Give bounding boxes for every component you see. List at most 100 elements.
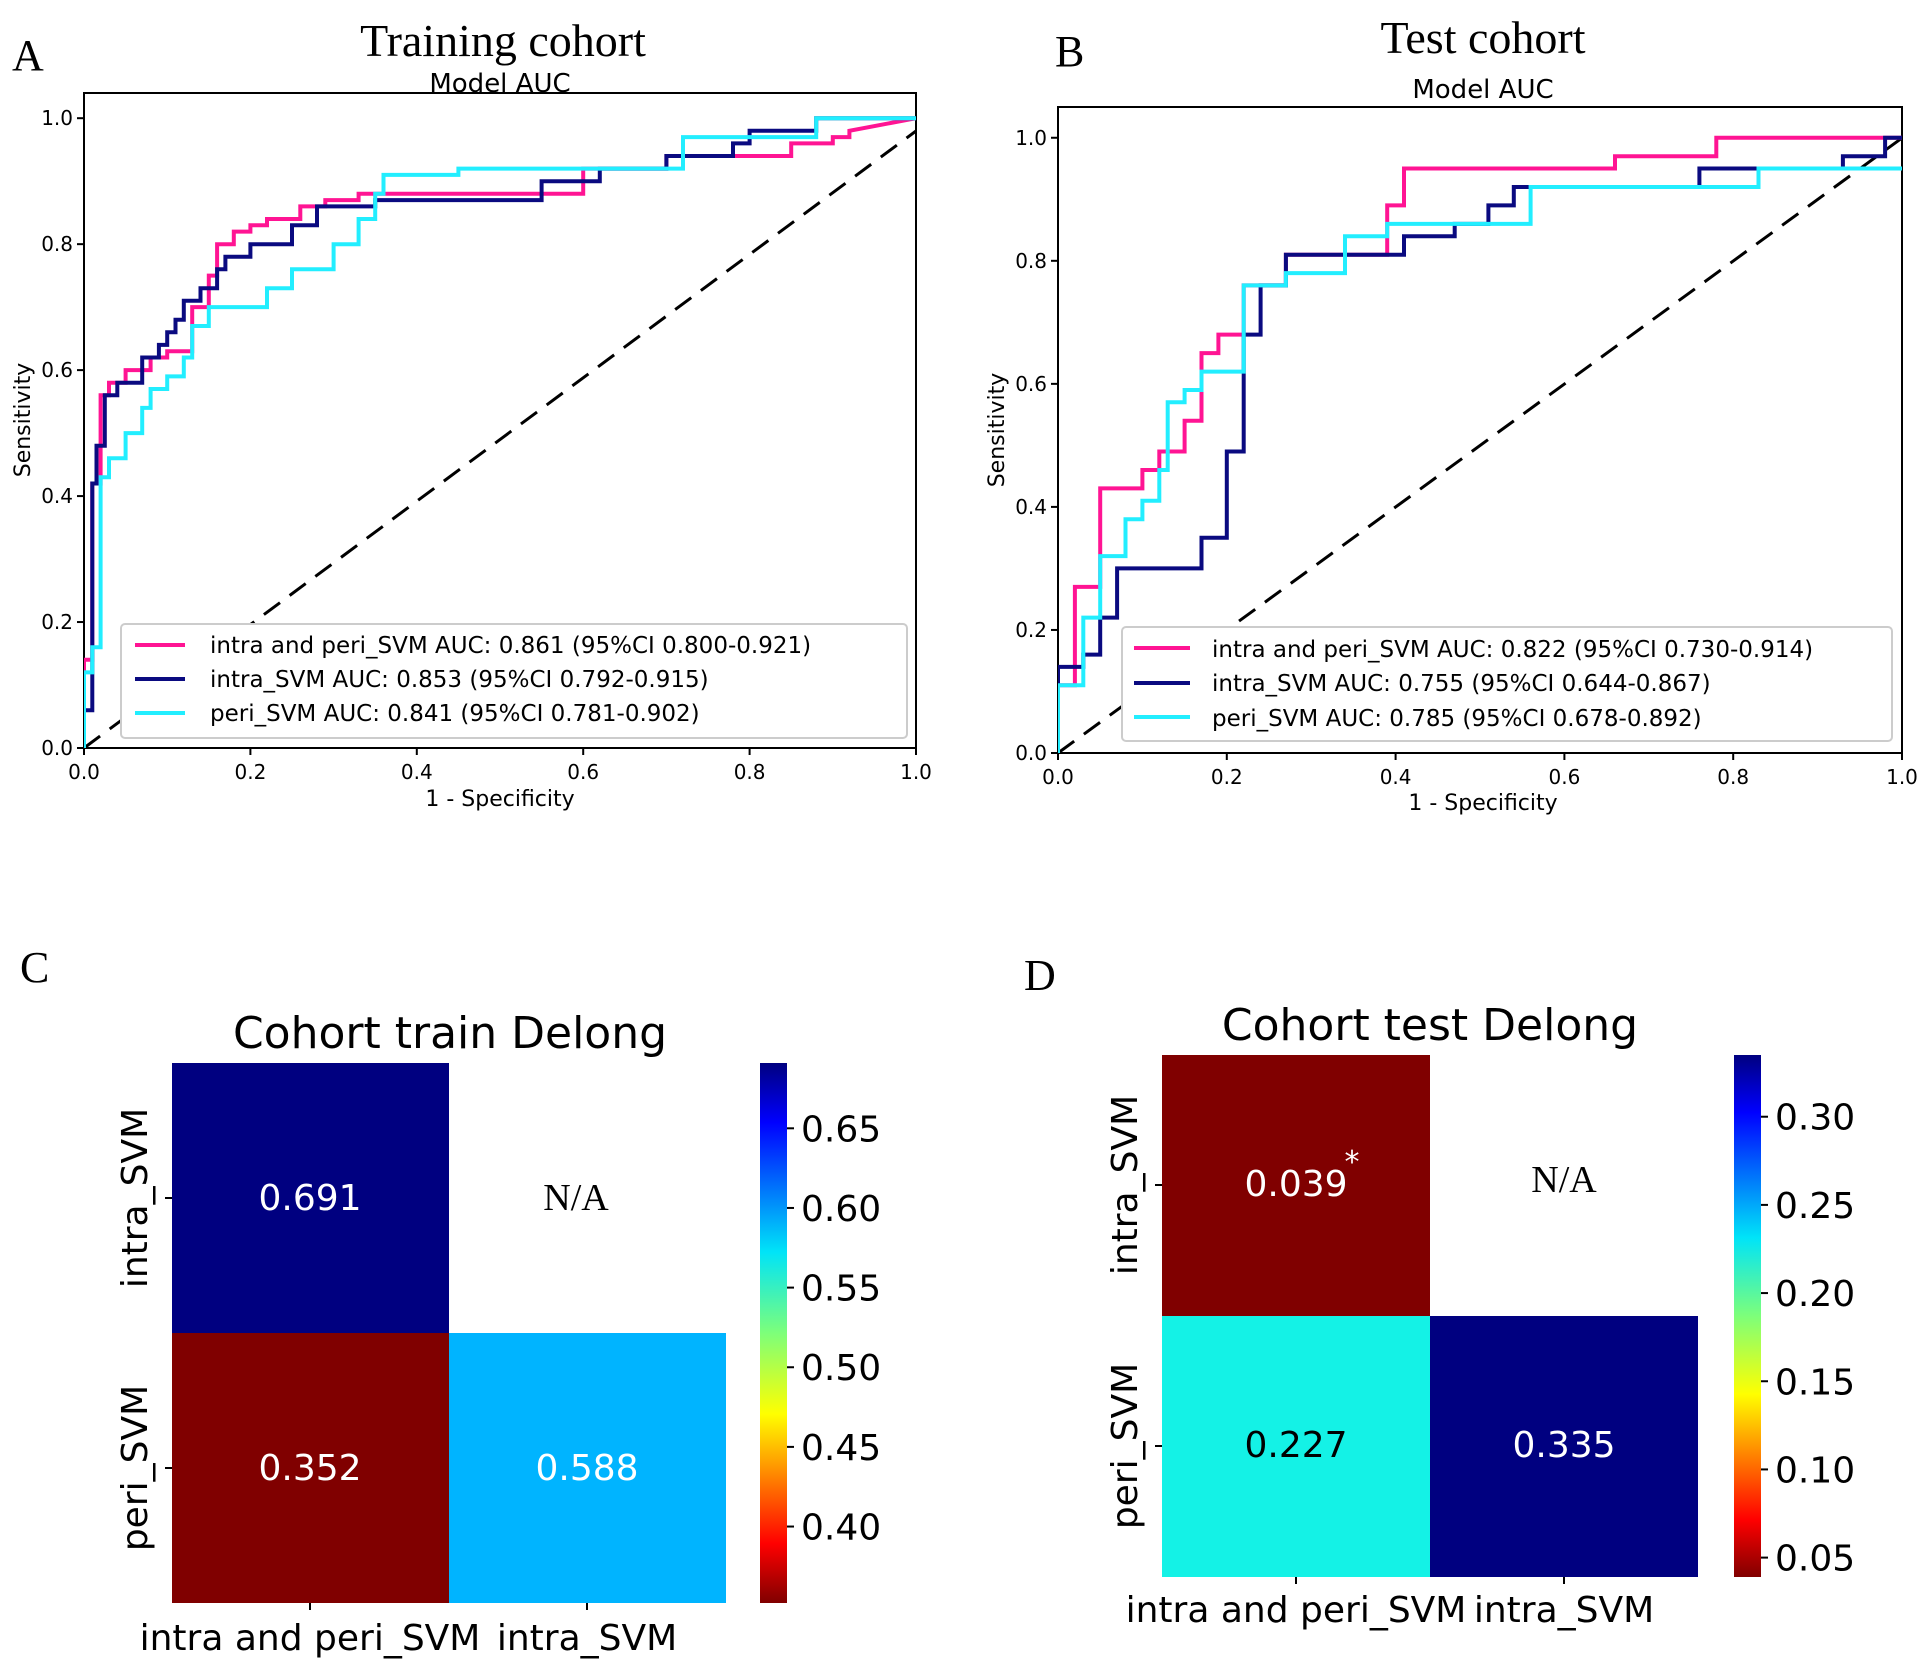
cell-value: 0.691 — [258, 1178, 361, 1219]
panel-c: C Cohort train Delong 0.691 N/A 0.352 0.… — [20, 943, 881, 1659]
x-axis-label: 1 - Specificity — [425, 787, 574, 812]
colorbar-tick-label: 0.50 — [801, 1348, 881, 1389]
panel-b: B Test cohort Model AUC 0.0 0.2 0.4 0.6 0.8 1… — [985, 12, 1918, 816]
colorbar-tick-label: 0.05 — [1775, 1539, 1855, 1580]
significance-mark: * — [1345, 1145, 1360, 1180]
panel-d: D Cohort test Delong 0.039 * N/A 0.227 0… — [1024, 951, 1855, 1631]
x-tick-label: 0.2 — [234, 760, 266, 784]
plot-area-frame — [1057, 106, 1903, 754]
legend-entry: peri_SVM AUC: 0.841 (95%CI 0.781-0.902) — [210, 701, 700, 727]
legend-entry: intra_SVM AUC: 0.853 (95%CI 0.792-0.915) — [210, 667, 709, 693]
y-tick-label: 0.8 — [41, 232, 73, 256]
x-tick-label: 0.8 — [734, 760, 766, 784]
y-tick-label: 0.4 — [1015, 495, 1047, 519]
legend-box — [1121, 626, 1893, 742]
roc-curves — [1058, 135, 1902, 753]
colorbar-tick-label: 0.25 — [1775, 1186, 1855, 1227]
axis-ticks: 0.0 0.2 0.4 0.6 0.8 1.0 0.0 0.2 0.4 0.6 0.8 1.0 — [1015, 126, 1918, 789]
panel-label-a: A — [12, 31, 44, 80]
y-tick-label: 0.0 — [1015, 741, 1047, 765]
colorbar-tick-label: 0.60 — [801, 1189, 881, 1230]
colorbar — [1734, 1055, 1761, 1577]
cell-value: 0.335 — [1512, 1425, 1615, 1466]
colorbar — [760, 1063, 787, 1603]
roc-curve-peri-svm — [1058, 166, 1902, 753]
axis-ticks: 0.0 0.2 0.4 0.6 0.8 1.0 0.0 0.2 0.4 0.6 0.8 1.0 — [41, 106, 932, 784]
panel-label-c: C — [20, 943, 49, 992]
x-tick-label: 0.6 — [1548, 765, 1580, 789]
panel-label-b: B — [1055, 27, 1084, 76]
heatmap-cell — [449, 1333, 726, 1603]
y-axis-label: Sensitivity — [985, 373, 1010, 488]
heatmap-title: Cohort test Delong — [1222, 1000, 1638, 1051]
x-category-label: intra_SVM — [1474, 1590, 1654, 1631]
y-tick-label: 0.2 — [41, 610, 73, 634]
cell-value: 0.227 — [1244, 1425, 1347, 1466]
y-axis-label: Sensitivity — [11, 363, 36, 478]
colorbar-ticks: 0.40 0.45 0.50 0.55 0.60 0.65 — [787, 1109, 881, 1549]
y-category-label: peri_SVM — [115, 1385, 156, 1551]
colorbar-tick-label: 0.30 — [1775, 1098, 1855, 1139]
heatmap-cell — [1162, 1316, 1430, 1577]
x-tick-label: 0.4 — [401, 760, 433, 784]
heatmap-cell — [172, 1333, 449, 1603]
colorbar-tick-label: 0.45 — [801, 1428, 881, 1469]
cell-value: 0.588 — [535, 1448, 638, 1489]
x-tick-label: 0.2 — [1211, 765, 1243, 789]
roc-curve-intra-svm — [84, 116, 916, 748]
legend: intra and peri_SVM AUC: 0.861 (95%CI 0.8… — [120, 623, 908, 739]
legend-entry: intra and peri_SVM AUC: 0.861 (95%CI 0.8… — [210, 633, 811, 659]
legend-entry: peri_SVM AUC: 0.785 (95%CI 0.678-0.892) — [1212, 706, 1702, 732]
colorbar-tick-label: 0.10 — [1775, 1450, 1855, 1491]
y-tick-label: 0.0 — [41, 736, 73, 760]
legend: intra and peri_SVM AUC: 0.822 (95%CI 0.7… — [1121, 626, 1893, 742]
colorbar-tick-label: 0.15 — [1775, 1362, 1855, 1403]
x-category-label: intra_SVM — [497, 1618, 677, 1659]
x-tick-label: 0.0 — [68, 760, 100, 784]
y-tick-label: 0.2 — [1015, 618, 1047, 642]
y-tick-label: 0.4 — [41, 484, 73, 508]
cell-value: 0.039 — [1244, 1164, 1347, 1205]
legend-entry: intra and peri_SVM AUC: 0.822 (95%CI 0.7… — [1212, 637, 1813, 663]
cell-value-na: N/A — [543, 1177, 609, 1219]
heatmap-cell — [172, 1063, 449, 1333]
panel-a: A Training cohort Model AUC 0.0 0.2 0.4 0.6… — [11, 15, 932, 812]
heatmap-cell — [1162, 1055, 1430, 1316]
colorbar-tick-label: 0.20 — [1775, 1274, 1855, 1315]
chart-title: Test cohort — [1380, 12, 1585, 63]
x-tick-label: 0.4 — [1380, 765, 1412, 789]
y-tick-label: 0.6 — [1015, 372, 1047, 396]
colorbar-tick-label: 0.40 — [801, 1508, 881, 1549]
colorbar-tick-label: 0.65 — [801, 1109, 881, 1150]
x-tick-label: 1.0 — [1886, 765, 1918, 789]
roc-curves — [84, 116, 916, 748]
x-category-label: intra and peri_SVM — [140, 1618, 481, 1659]
roc-curve-intra-and-peri-svm — [1058, 135, 1902, 753]
heatmap-cell — [1430, 1316, 1698, 1577]
roc-curve-peri-svm — [84, 116, 916, 748]
y-category-label: intra_SVM — [115, 1108, 156, 1288]
colorbar-ticks: 0.05 0.10 0.15 0.20 0.25 0.30 — [1761, 1098, 1855, 1580]
y-tick-label: 0.8 — [1015, 249, 1047, 273]
y-tick-label: 0.6 — [41, 358, 73, 382]
y-tick-label: 1.0 — [1015, 126, 1047, 150]
x-tick-label: 0.8 — [1717, 765, 1749, 789]
x-tick-label: 1.0 — [900, 760, 932, 784]
x-tick-label: 0.0 — [1042, 765, 1074, 789]
cell-value-na: N/A — [1531, 1159, 1597, 1201]
legend-entry: intra_SVM AUC: 0.755 (95%CI 0.644-0.867) — [1212, 671, 1711, 697]
chart-subtitle: Model AUC — [1412, 75, 1553, 105]
x-axis-label: 1 - Specificity — [1408, 791, 1557, 816]
chart-subtitle: Model AUC — [429, 69, 570, 99]
y-category-label: peri_SVM — [1105, 1363, 1146, 1529]
plot-area-frame — [83, 92, 917, 749]
x-tick-label: 0.6 — [567, 760, 599, 784]
chart-title: Training cohort — [360, 15, 646, 66]
colorbar-tick-label: 0.55 — [801, 1269, 881, 1310]
panel-label-d: D — [1024, 951, 1056, 1000]
y-tick-label: 1.0 — [41, 106, 73, 130]
heatmap-title: Cohort train Delong — [233, 1008, 667, 1059]
cell-value: 0.352 — [258, 1448, 361, 1489]
legend-box — [120, 623, 908, 739]
